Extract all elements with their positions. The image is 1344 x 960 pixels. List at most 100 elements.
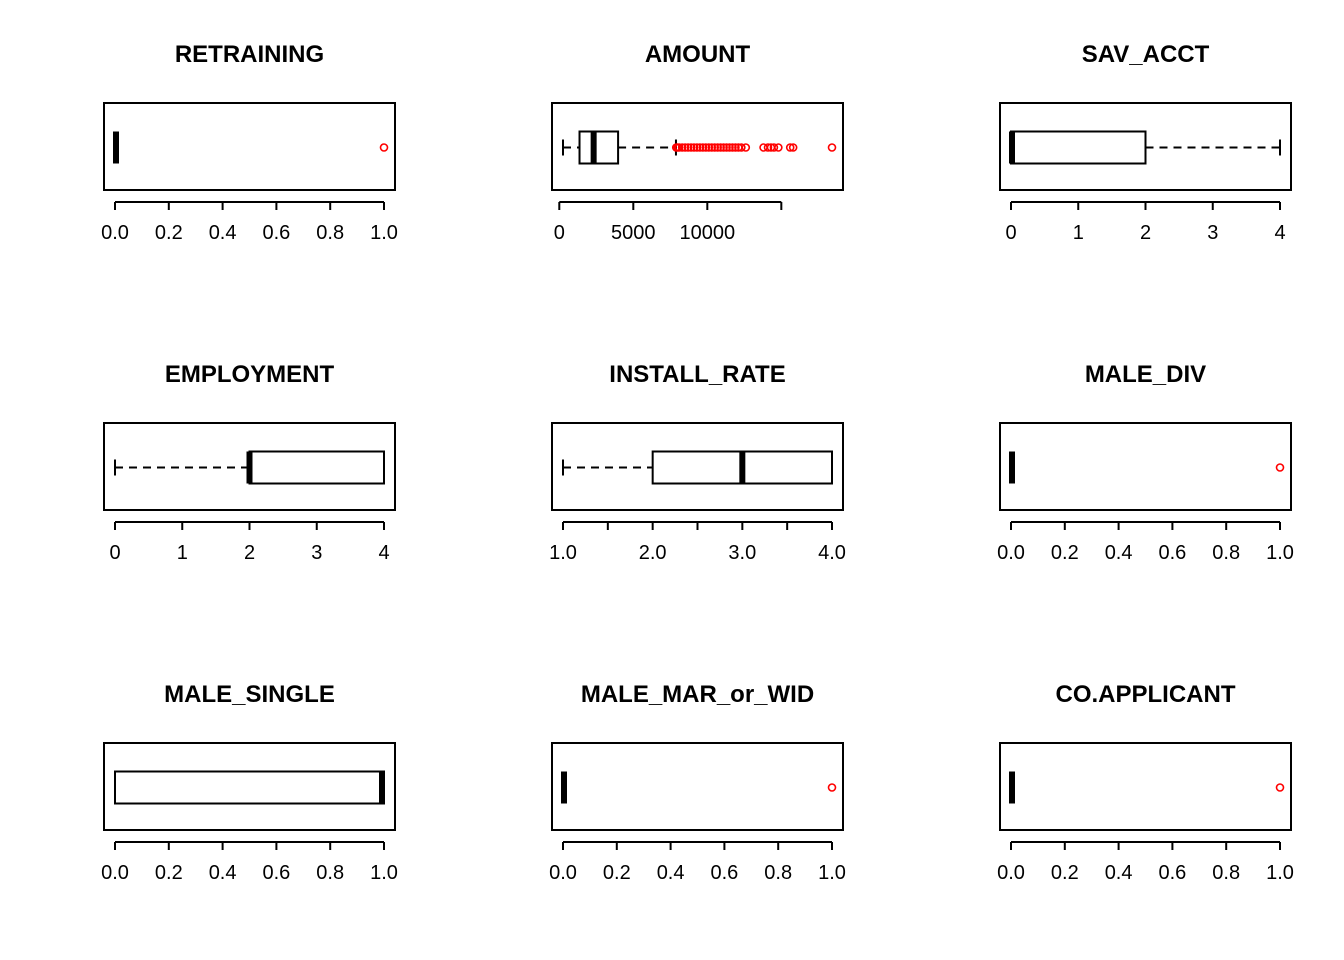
x-tick-label: 0.0: [997, 862, 1025, 884]
outlier-point: [704, 143, 714, 152]
x-tick-label: 1: [1073, 222, 1084, 244]
outlier-point: [686, 143, 696, 152]
outlier-point: [698, 143, 708, 152]
x-tick-label: 1.0: [818, 862, 846, 884]
x-tick-label: 0: [554, 222, 565, 244]
plot-frame: [999, 422, 1292, 511]
x-tick-label: 0.2: [1051, 542, 1079, 564]
panel-male-mar-or-wid: MALE_MAR_or_WID 0.0 0.2 0.4 0.6 0.8 1.0: [549, 681, 846, 884]
plot-frame: [999, 102, 1292, 191]
outlier-point: [827, 783, 837, 792]
x-tick-label: 3: [1207, 222, 1218, 244]
outlier-point: [731, 143, 740, 152]
x-tick-label: 0: [1005, 222, 1016, 244]
outlier-point: [774, 143, 783, 152]
x-tick-label: 1.0: [549, 542, 577, 564]
panel-install-rate: INSTALL_RATE 1.0 2.0 3.0 4.0: [549, 361, 846, 564]
outlier-point: [785, 143, 795, 152]
x-tick-label: 0.0: [101, 222, 129, 244]
outlier-point: [689, 143, 699, 152]
plot-frame: [551, 742, 844, 831]
panel-retraining: RETRAINING 0.0 0.2 0.4 0.6 0.8 1.0: [101, 41, 398, 244]
panel-title: RETRAINING: [175, 41, 324, 68]
x-tick-label: 0.8: [316, 862, 344, 884]
x-tick-label: 0.0: [549, 862, 577, 884]
plot-frame: [103, 422, 396, 511]
outlier-point: [379, 143, 389, 152]
x-tick-label: 0.2: [603, 862, 631, 884]
panel-title: EMPLOYMENT: [165, 361, 335, 388]
x-tick-label: 0.4: [209, 862, 237, 884]
outlier-point: [722, 143, 731, 152]
x-tick-label: 0.4: [657, 862, 685, 884]
panel-title: MALE_MAR_or_WID: [581, 681, 814, 708]
outlier-point: [1275, 463, 1285, 472]
panel-amount: AMOUNT 0 5000 10000: [551, 41, 844, 244]
box: [1010, 130, 1147, 165]
x-tick-label: 4.0: [818, 542, 846, 564]
x-tick-label: 0.6: [262, 862, 290, 884]
panel-title: MALE_DIV: [1085, 361, 1206, 388]
outlier-point: [680, 143, 690, 152]
x-tick-label: 0.4: [1105, 542, 1133, 564]
x-tick-label: 1.0: [1266, 862, 1294, 884]
outlier-point: [677, 143, 687, 152]
outlier-point: [707, 143, 717, 152]
x-tick-label: 0.8: [764, 862, 792, 884]
x-tick-label: 0.0: [997, 542, 1025, 564]
plot-frame: [103, 102, 396, 191]
x-tick-label: 4: [1274, 222, 1285, 244]
outlier-point: [710, 143, 720, 152]
x-tick-label: 0.6: [1158, 542, 1186, 564]
outlier-point: [719, 143, 728, 152]
panel-title: SAV_ACCT: [1082, 41, 1210, 68]
x-tick-label: 0.2: [1051, 862, 1079, 884]
x-tick-label: 2: [244, 542, 255, 564]
x-tick-label: 0.6: [1158, 862, 1186, 884]
box: [114, 770, 385, 805]
x-tick-label: 0.2: [155, 862, 183, 884]
outlier-point: [763, 143, 773, 152]
x-tick-label: 2: [1140, 222, 1151, 244]
panel-male-div: MALE_DIV 0.0 0.2 0.4 0.6 0.8 1.0: [997, 361, 1294, 564]
plot-frame: [999, 742, 1292, 831]
panel-title: AMOUNT: [645, 41, 751, 68]
box: [578, 130, 620, 165]
outlier-point: [728, 143, 737, 152]
plot-frame: [103, 742, 396, 831]
panel-male-single: MALE_SINGLE 0.0 0.2 0.4 0.6 0.8 1.0: [101, 681, 398, 884]
x-tick-label: 1.0: [370, 222, 398, 244]
outlier-point: [1275, 783, 1285, 792]
x-tick-label: 5000: [611, 222, 656, 244]
outlier-point: [674, 143, 684, 152]
panel-title: INSTALL_RATE: [609, 361, 785, 388]
plot-frame: [551, 422, 844, 511]
outlier-point: [713, 143, 722, 152]
outlier-point: [769, 143, 779, 152]
x-tick-label: 0.2: [155, 222, 183, 244]
plot-frame: [551, 102, 844, 191]
x-tick-label: 0.8: [1212, 542, 1240, 564]
outlier-point: [737, 143, 746, 152]
panel-title: CO.APPLICANT: [1056, 681, 1236, 708]
panel-sav-acct: SAV_ACCT 0 1 2 3 4: [999, 41, 1292, 244]
outlier-point: [827, 143, 837, 152]
x-tick-label: 0.6: [262, 222, 290, 244]
x-tick-label: 1.0: [1266, 542, 1294, 564]
x-tick-label: 0.4: [1105, 862, 1133, 884]
outlier-point: [716, 143, 725, 152]
x-tick-label: 10000: [680, 222, 736, 244]
x-tick-label: 2.0: [639, 542, 667, 564]
panel-title: MALE_SINGLE: [164, 681, 335, 708]
outlier-point: [725, 143, 734, 152]
panel-co-applicant: CO.APPLICANT 0.0 0.2 0.4 0.6 0.8 1.0: [997, 681, 1294, 884]
outlier-point: [788, 143, 798, 152]
x-tick-label: 0.4: [209, 222, 237, 244]
x-tick-label: 3.0: [728, 542, 756, 564]
outlier-point: [741, 143, 751, 152]
panel-employment: EMPLOYMENT 0 1 2 3 4: [103, 361, 396, 564]
x-tick-label: 0.6: [710, 862, 738, 884]
x-tick-label: 0: [109, 542, 120, 564]
x-tick-label: 0.0: [101, 862, 129, 884]
